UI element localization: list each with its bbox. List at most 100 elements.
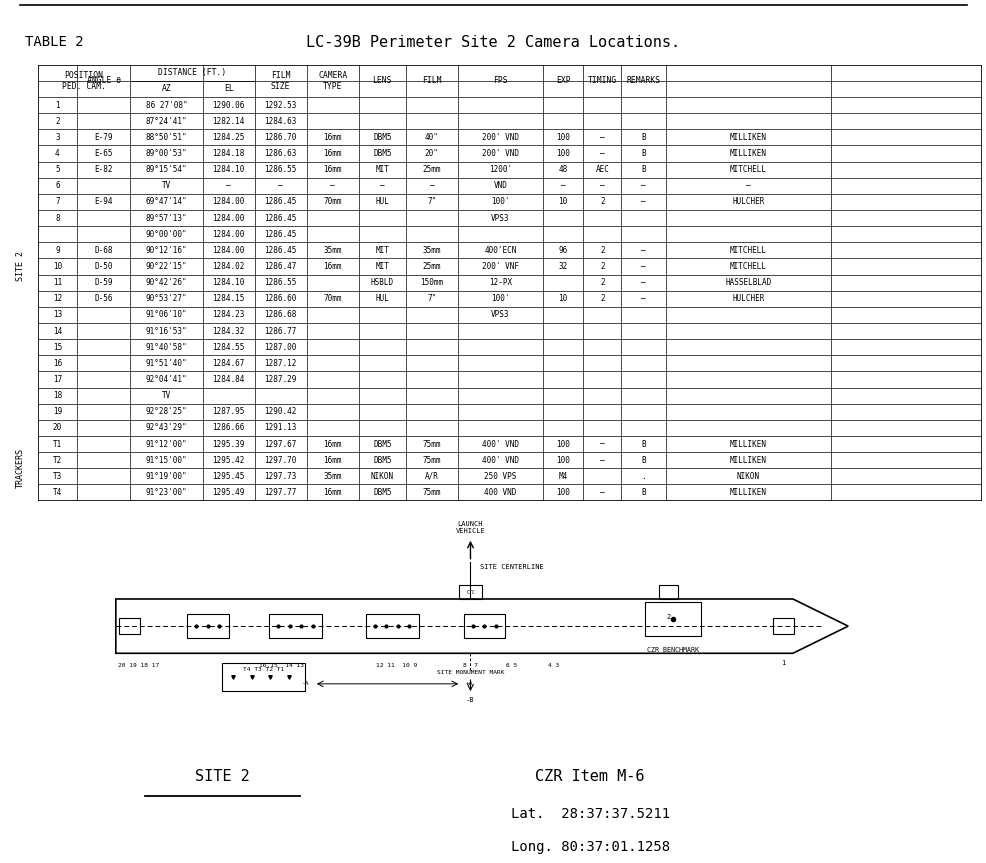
Text: NIKON: NIKON — [371, 472, 393, 481]
Text: 1284.67: 1284.67 — [212, 359, 245, 368]
Text: VPS3: VPS3 — [491, 213, 509, 223]
Text: 2: 2 — [599, 262, 604, 271]
Text: 3: 3 — [55, 133, 59, 142]
Text: 75mm: 75mm — [422, 439, 441, 449]
Text: 400' VND: 400' VND — [481, 439, 519, 449]
Text: POSITION
PED. CAM.: POSITION PED. CAM. — [62, 71, 106, 91]
Text: 150mm: 150mm — [420, 278, 443, 287]
Text: DBM5: DBM5 — [373, 488, 391, 497]
Text: 1286.55: 1286.55 — [264, 278, 297, 287]
Text: 1286.70: 1286.70 — [264, 133, 297, 142]
Text: .: . — [641, 472, 645, 481]
Text: 90°42'26": 90°42'26" — [146, 278, 187, 287]
Text: FILM
SIZE: FILM SIZE — [271, 71, 290, 91]
Text: 91°15'00": 91°15'00" — [146, 456, 187, 464]
Text: 16mm: 16mm — [323, 165, 341, 174]
Text: 92°04'41": 92°04'41" — [146, 375, 187, 384]
Text: 16mm: 16mm — [323, 488, 341, 497]
Text: —: — — [599, 149, 604, 158]
Text: DBM5: DBM5 — [373, 149, 391, 158]
Text: LAUNCH
VEHICLE: LAUNCH VEHICLE — [456, 521, 485, 534]
Text: VPS3: VPS3 — [491, 311, 509, 319]
Bar — [268, 614, 321, 638]
Text: 89°15'54": 89°15'54" — [146, 165, 187, 174]
Text: 91°12'00": 91°12'00" — [146, 439, 187, 449]
Text: 1284.10: 1284.10 — [212, 278, 245, 287]
Text: 1286.60: 1286.60 — [264, 294, 297, 303]
Text: B: B — [641, 439, 645, 449]
Text: —: — — [380, 181, 385, 190]
Text: MITCHELL: MITCHELL — [729, 262, 766, 271]
Text: 35mm: 35mm — [323, 246, 341, 255]
Text: —: — — [599, 133, 604, 142]
Text: 1286.63: 1286.63 — [264, 149, 297, 158]
Text: 1284.63: 1284.63 — [264, 117, 297, 126]
Text: 15: 15 — [52, 343, 62, 352]
Text: 92°43'29": 92°43'29" — [146, 424, 187, 432]
Text: 17: 17 — [52, 375, 62, 384]
Text: 1286.45: 1286.45 — [264, 230, 297, 239]
Text: 100: 100 — [556, 439, 570, 449]
Text: LC-39B Perimeter Site 2 Camera Locations.: LC-39B Perimeter Site 2 Camera Locations… — [306, 35, 680, 49]
Text: 1284.23: 1284.23 — [212, 311, 245, 319]
Text: HULCHER: HULCHER — [732, 198, 764, 206]
Text: —: — — [641, 262, 645, 271]
Text: 10: 10 — [558, 294, 567, 303]
Text: 1286.77: 1286.77 — [264, 326, 297, 336]
Text: 1284.00: 1284.00 — [212, 246, 245, 255]
Text: B: B — [641, 165, 645, 174]
Text: 20: 20 — [52, 424, 62, 432]
Text: TIMING: TIMING — [587, 76, 616, 85]
Text: 1284.00: 1284.00 — [212, 213, 245, 223]
Text: 92°28'25": 92°28'25" — [146, 407, 187, 416]
Text: TABLE 2: TABLE 2 — [25, 35, 83, 49]
Text: 1284.00: 1284.00 — [212, 230, 245, 239]
Text: 400'ECN: 400'ECN — [484, 246, 516, 255]
Text: 1297.70: 1297.70 — [264, 456, 297, 464]
Text: 7": 7" — [427, 198, 436, 206]
Text: HUL: HUL — [375, 198, 388, 206]
Text: D-59: D-59 — [95, 278, 112, 287]
Text: HSBLD: HSBLD — [371, 278, 393, 287]
Text: 200' VNF: 200' VNF — [481, 262, 519, 271]
Text: AZ: AZ — [162, 85, 172, 93]
Text: MITCHELL: MITCHELL — [729, 246, 766, 255]
Text: 91°40'58": 91°40'58" — [146, 343, 187, 352]
Text: T3: T3 — [52, 472, 62, 481]
Text: CTC: CTC — [465, 589, 474, 595]
Text: 10: 10 — [558, 198, 567, 206]
Text: 1286.47: 1286.47 — [264, 262, 297, 271]
Text: 91°16'53": 91°16'53" — [146, 326, 187, 336]
Text: D-50: D-50 — [95, 262, 112, 271]
Text: 1284.00: 1284.00 — [212, 198, 245, 206]
Text: E-79: E-79 — [95, 133, 112, 142]
Text: TV: TV — [162, 391, 171, 400]
Text: 1287.95: 1287.95 — [212, 407, 245, 416]
Text: DBM5: DBM5 — [373, 439, 391, 449]
Text: 16mm: 16mm — [323, 133, 341, 142]
Text: 100': 100' — [491, 294, 509, 303]
Text: -A: -A — [302, 682, 309, 686]
Text: 1295.49: 1295.49 — [212, 488, 245, 497]
Text: 1284.10: 1284.10 — [212, 165, 245, 174]
Text: 1297.77: 1297.77 — [264, 488, 297, 497]
Text: DBM5: DBM5 — [373, 456, 391, 464]
Text: 4: 4 — [55, 149, 59, 158]
Text: 32: 32 — [558, 262, 567, 271]
Text: 2: 2 — [599, 246, 604, 255]
Text: B: B — [641, 149, 645, 158]
Text: —: — — [599, 488, 604, 497]
Text: -B: -B — [465, 697, 474, 703]
Text: 1290.42: 1290.42 — [264, 407, 297, 416]
Text: 1295.42: 1295.42 — [212, 456, 245, 464]
Text: —: — — [429, 181, 434, 190]
Text: 75mm: 75mm — [422, 456, 441, 464]
Text: 20": 20" — [425, 149, 439, 158]
Text: NIKON: NIKON — [736, 472, 759, 481]
Text: FPS: FPS — [493, 76, 507, 85]
Text: 1286.45: 1286.45 — [264, 246, 297, 255]
Text: ANGLE θ: ANGLE θ — [87, 76, 120, 85]
Text: E-82: E-82 — [95, 165, 112, 174]
Text: 16mm: 16mm — [323, 262, 341, 271]
Text: 6: 6 — [55, 181, 59, 190]
